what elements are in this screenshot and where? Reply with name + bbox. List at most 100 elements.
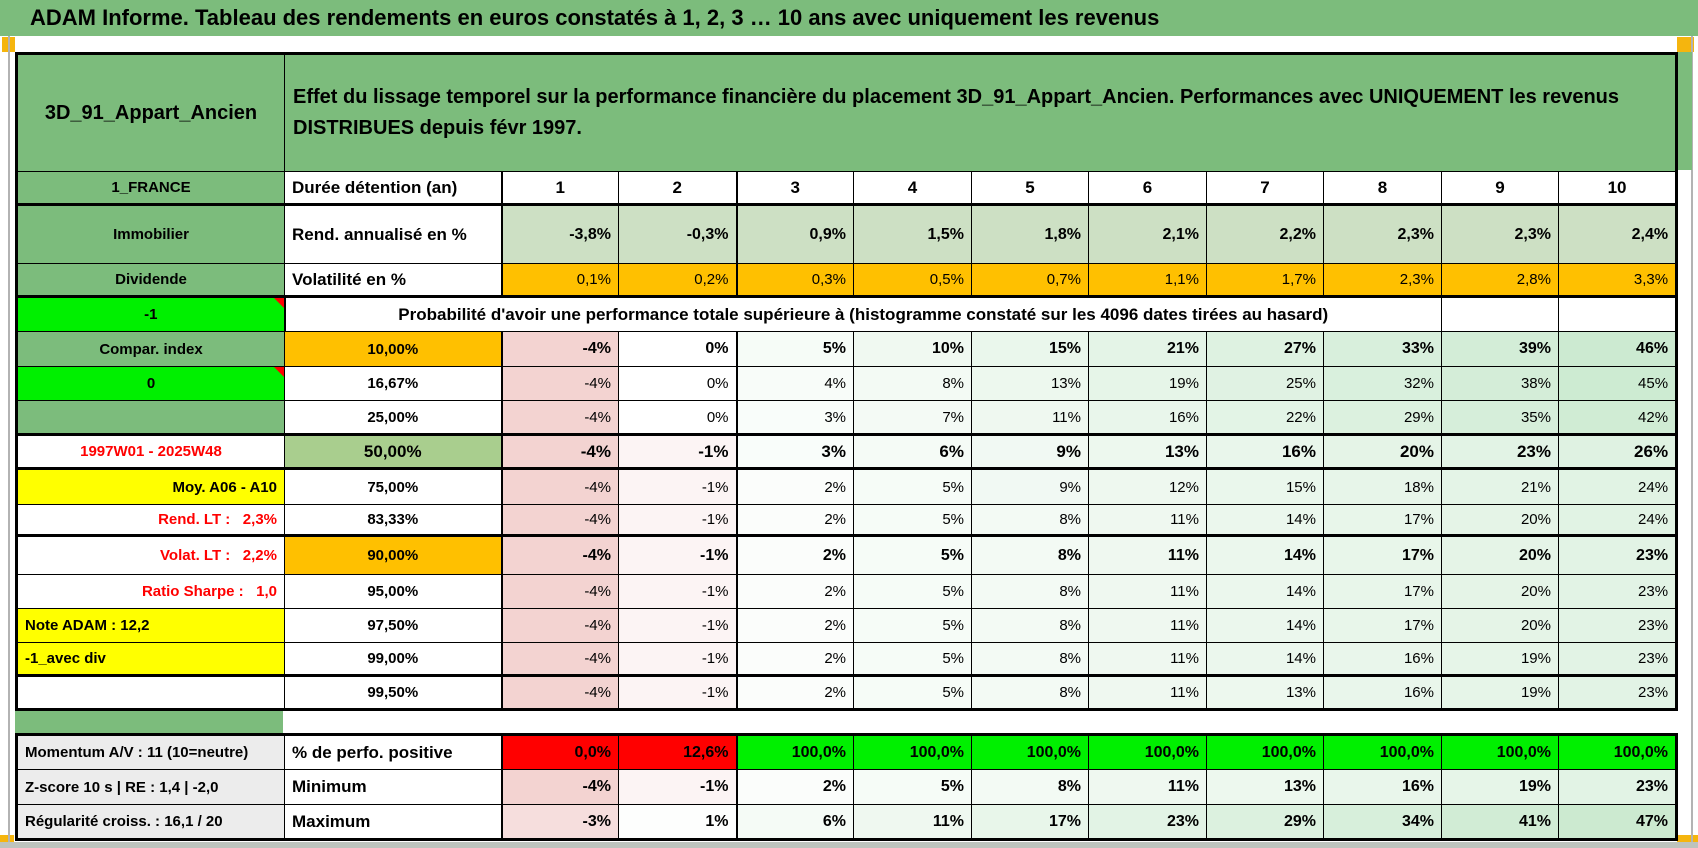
value-cell[interactable]: 12,6% [618,734,737,770]
column-header[interactable]: 3 [735,171,854,206]
row-header[interactable]: Ratio Sharpe : 1,0 [16,574,285,609]
column-header[interactable]: 2 [618,171,737,206]
value-cell[interactable]: 23% [1557,534,1678,575]
value-cell[interactable]: 20% [1441,574,1559,609]
value-cell[interactable]: 3% [735,433,854,470]
row-header[interactable]: 1997W01 - 2025W48 [16,433,285,470]
value-cell[interactable]: 0,9% [735,204,854,264]
value-cell[interactable]: 21% [1441,468,1559,505]
value-cell[interactable]: 0,2% [618,263,737,298]
value-cell[interactable]: 100,0% [1206,734,1324,770]
value-cell[interactable]: 1,5% [853,204,972,264]
value-cell[interactable]: 13% [971,366,1089,401]
value-cell[interactable]: 17% [1323,608,1442,643]
value-cell[interactable]: 8% [971,674,1089,710]
value-cell[interactable]: 0,3% [735,263,854,298]
value-cell[interactable]: 13% [1206,674,1324,710]
value-cell[interactable]: 11% [1088,534,1207,575]
probability-note[interactable]: Probabilité d'avoir une performance tota… [283,296,1442,332]
value-cell[interactable]: -4% [500,433,619,470]
value-cell[interactable]: 2% [735,504,854,536]
value-cell[interactable]: 1% [618,804,737,840]
value-cell[interactable]: -1% [618,574,737,609]
value-cell[interactable]: 15% [971,331,1089,367]
spacer-cell[interactable] [15,711,283,733]
value-cell[interactable]: 17% [1323,504,1442,536]
value-cell[interactable]: 45% [1557,366,1678,401]
value-cell[interactable]: 20% [1441,504,1559,536]
value-cell[interactable]: -4% [500,400,619,435]
row-header[interactable]: Volat. LT : 2,2% [16,534,285,575]
value-cell[interactable]: 11% [1088,769,1207,805]
row-label[interactable]: Durée détention (an) [284,171,502,206]
value-cell[interactable]: 5% [853,468,972,505]
column-header[interactable]: 1 [500,171,619,206]
value-cell[interactable]: -4% [500,608,619,643]
value-cell[interactable]: 0,5% [853,263,972,298]
value-cell[interactable]: 5% [853,769,972,805]
value-cell[interactable]: 0,7% [971,263,1089,298]
value-cell[interactable]: 23% [1557,608,1678,643]
value-cell[interactable]: 5% [853,608,972,643]
value-cell[interactable]: 100,0% [1088,734,1207,770]
value-cell[interactable]: 100,0% [971,734,1089,770]
value-cell[interactable]: 14% [1206,574,1324,609]
value-cell[interactable]: 8% [971,642,1089,676]
value-cell[interactable]: 2,1% [1088,204,1207,264]
row-header[interactable]: Moy. A06 - A10 [16,468,285,505]
row-label[interactable]: 99,00% [284,642,502,676]
value-cell[interactable]: 8% [971,534,1089,575]
value-cell[interactable]: 25% [1206,366,1324,401]
row-header[interactable]: Régularité croiss. : 16,1 / 20 [16,804,285,840]
row-label[interactable]: Volatilité en % [284,263,502,298]
value-cell[interactable]: 46% [1557,331,1678,367]
value-cell[interactable]: 5% [853,642,972,676]
value-cell[interactable]: 19% [1441,769,1559,805]
column-header[interactable]: 10 [1557,171,1678,206]
row-header[interactable] [16,674,285,710]
value-cell[interactable]: -1% [618,534,737,575]
value-cell[interactable]: -4% [500,366,619,401]
value-cell[interactable]: 2% [735,574,854,609]
value-cell[interactable]: 1,8% [971,204,1089,264]
value-cell[interactable]: 2% [735,534,854,575]
value-cell[interactable]: -4% [500,331,619,367]
value-cell[interactable]: 8% [853,366,972,401]
row-label[interactable]: 83,33% [284,504,502,536]
value-cell[interactable]: 100,0% [1323,734,1442,770]
value-cell[interactable]: 8% [971,504,1089,536]
value-cell[interactable]: 0,0% [500,734,619,770]
value-cell[interactable]: 14% [1206,504,1324,536]
value-cell[interactable]: 35% [1441,400,1559,435]
value-cell[interactable]: 5% [853,574,972,609]
row-header[interactable] [16,400,285,435]
value-cell[interactable]: 2% [735,769,854,805]
value-cell[interactable]: 23% [1441,433,1559,470]
value-cell[interactable]: 100,0% [853,734,972,770]
value-cell[interactable]: 11% [971,400,1089,435]
value-cell[interactable]: 22% [1206,400,1324,435]
value-cell[interactable]: 0% [618,331,737,367]
value-cell[interactable]: 34% [1323,804,1442,840]
empty-cell[interactable] [1441,296,1559,332]
value-cell[interactable]: 2% [735,608,854,643]
row-label[interactable]: 75,00% [284,468,502,505]
value-cell[interactable]: 20% [1441,534,1559,575]
value-cell[interactable]: 23% [1557,574,1678,609]
value-cell[interactable]: -4% [500,468,619,505]
column-header[interactable]: 4 [853,171,972,206]
value-cell[interactable]: 5% [853,674,972,710]
value-cell[interactable]: 17% [971,804,1089,840]
value-cell[interactable]: 6% [735,804,854,840]
value-cell[interactable]: 14% [1206,534,1324,575]
value-cell[interactable]: 9% [971,433,1089,470]
row-label[interactable]: 90,00% [284,534,502,575]
value-cell[interactable]: 3% [735,400,854,435]
value-cell[interactable]: 16% [1323,642,1442,676]
description-cell[interactable]: Effet du lissage temporel sur la perform… [283,53,1678,172]
value-cell[interactable]: 23% [1558,769,1677,805]
value-cell[interactable]: 14% [1206,642,1324,676]
value-cell[interactable]: 11% [1088,642,1207,676]
value-cell[interactable]: 2% [735,674,854,710]
value-cell[interactable]: 20% [1323,433,1442,470]
